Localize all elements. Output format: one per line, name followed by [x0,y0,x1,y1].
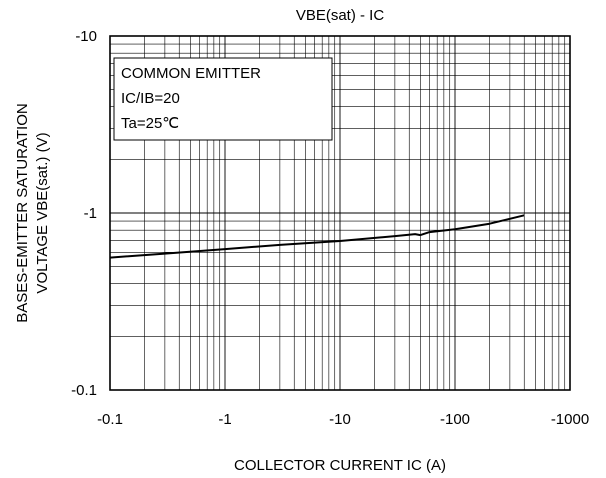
x-tick-label: -0.1 [97,411,123,428]
x-tick-labels: -0.1 -1 -10 -100 -1000 [97,411,589,428]
legend: COMMON EMITTER IC/IB=20 Ta=25℃ [113,57,333,141]
y-axis-label-line-2: VOLTAGE VBE(sat.) (V) [34,132,51,293]
series-line [109,214,525,259]
series-group [109,214,525,259]
y-tick-label: -0.1 [71,382,97,399]
x-tick-label: -1 [218,411,231,428]
x-tick-label: -10 [329,411,351,428]
chart-title: VBE(sat) - IC [296,7,385,24]
y-tick-labels: -0.1 -1 -10 [71,28,97,399]
legend-line-2: IC/IB=20 [121,90,180,107]
legend-line-1: COMMON EMITTER [121,65,261,82]
y-axis-label-line-1: BASES-EMITTER SATURATION [14,103,31,322]
plot-frame [109,35,571,391]
y-tick-label: -10 [75,28,97,45]
legend-line-3: Ta=25℃ [121,115,179,132]
x-tick-label: -100 [440,411,470,428]
y-tick-label: -1 [84,205,97,222]
x-axis-label: COLLECTOR CURRENT IC (A) [234,457,446,474]
x-tick-label: -1000 [551,411,589,428]
legend-box [113,57,333,141]
